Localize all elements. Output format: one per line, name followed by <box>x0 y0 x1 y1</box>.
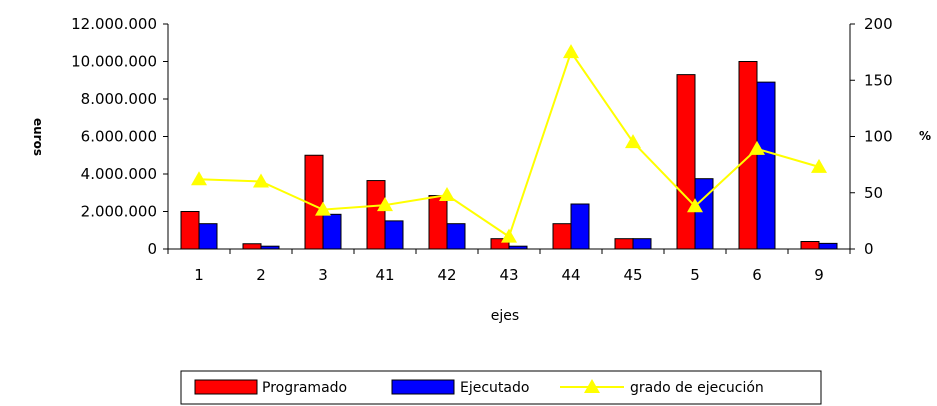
x-axis-title: ejes <box>491 308 519 324</box>
legend-swatch-ejecutado <box>391 379 455 395</box>
marker-grado-5 <box>687 198 703 213</box>
x-tick-label: 6 <box>752 266 762 284</box>
x-tick-label: 44 <box>561 266 580 284</box>
x-tick-label: 42 <box>437 266 456 284</box>
y-axis-ticks: 0 2.000.000 4.000.000 6.000.000 8.000.000 10.… <box>71 15 168 258</box>
bar-ejecutado-9 <box>818 242 838 250</box>
bar-programado-1 <box>180 211 200 250</box>
y2-tick-label: 200 <box>864 15 893 33</box>
x-tick-label: 43 <box>499 266 518 284</box>
y2-tick-label: 0 <box>864 240 874 258</box>
marker-grado-42 <box>439 187 455 201</box>
bar-programado-5 <box>676 74 696 250</box>
marker-grado-41 <box>377 197 393 212</box>
marker-grado-6 <box>749 140 765 155</box>
y-tick-label: 10.000.000 <box>71 53 157 71</box>
legend: Programado Ejecutado grado de ejecución <box>180 370 822 405</box>
bar-ejecutado-42 <box>446 223 466 250</box>
y-tick-label: 12.000.000 <box>71 15 157 33</box>
marker-grado-44 <box>563 44 579 59</box>
x-tick-label: 41 <box>375 266 394 284</box>
legend-swatch-programado <box>194 379 258 395</box>
bar-ejecutado-6 <box>756 81 776 250</box>
bar-programado-45 <box>614 238 634 250</box>
x-tick-label: 3 <box>318 266 328 284</box>
y2-tick-label: 100 <box>864 128 893 146</box>
marker-grado-43 <box>501 228 517 243</box>
legend-frame <box>180 370 822 405</box>
bar-ejecutado-45 <box>632 238 652 250</box>
marker-grado-2 <box>253 173 269 188</box>
bars-layer <box>180 61 838 250</box>
marker-grado-1 <box>191 171 207 186</box>
y-tick-label: 8.000.000 <box>81 90 157 108</box>
x-tick-label: 1 <box>194 266 204 284</box>
bar-programado-6 <box>738 61 758 250</box>
bar-programado-44 <box>552 223 572 250</box>
bar-programado-9 <box>800 241 820 250</box>
line-grado-de-ejecucion <box>198 49 820 239</box>
marker-grado-45 <box>625 134 641 149</box>
line-layer <box>191 44 827 243</box>
bar-programado-42 <box>428 195 448 250</box>
bar-ejecutado-5 <box>694 178 714 250</box>
y-tick-label: 2.000.000 <box>81 203 157 221</box>
legend-label-programado: Programado <box>262 380 347 396</box>
bar-ejecutado-41 <box>384 220 404 250</box>
legend-marker-grado <box>584 379 600 393</box>
y-tick-label: 6.000.000 <box>81 128 157 146</box>
x-axis-ticks: 1 2 3 41 42 43 44 45 5 6 9 <box>167 249 851 284</box>
marker-grado-3 <box>315 201 331 216</box>
bar-programado-41 <box>366 180 386 250</box>
bar-programado-2 <box>242 243 262 250</box>
y2-axis-ticks: 0 50 100 150 200 <box>850 15 893 258</box>
legend-label-ejecutado: Ejecutado <box>460 380 529 396</box>
bar-ejecutado-44 <box>570 203 590 250</box>
bar-ejecutado-1 <box>198 223 218 250</box>
marker-grado-9 <box>811 158 827 173</box>
x-tick-label: 2 <box>256 266 266 284</box>
y2-tick-label: 150 <box>864 71 893 89</box>
y-tick-label: 4.000.000 <box>81 165 157 183</box>
y2-tick-label: 50 <box>864 184 883 202</box>
legend-label-grado: grado de ejecución <box>630 380 764 396</box>
x-tick-label: 9 <box>814 266 824 284</box>
x-tick-label: 5 <box>690 266 700 284</box>
bar-ejecutado-3 <box>322 213 342 250</box>
y-axis-title: euros <box>31 118 45 156</box>
y2-axis-title: % <box>919 129 931 143</box>
y-tick-label: 0 <box>147 240 157 258</box>
x-tick-label: 45 <box>623 266 642 284</box>
